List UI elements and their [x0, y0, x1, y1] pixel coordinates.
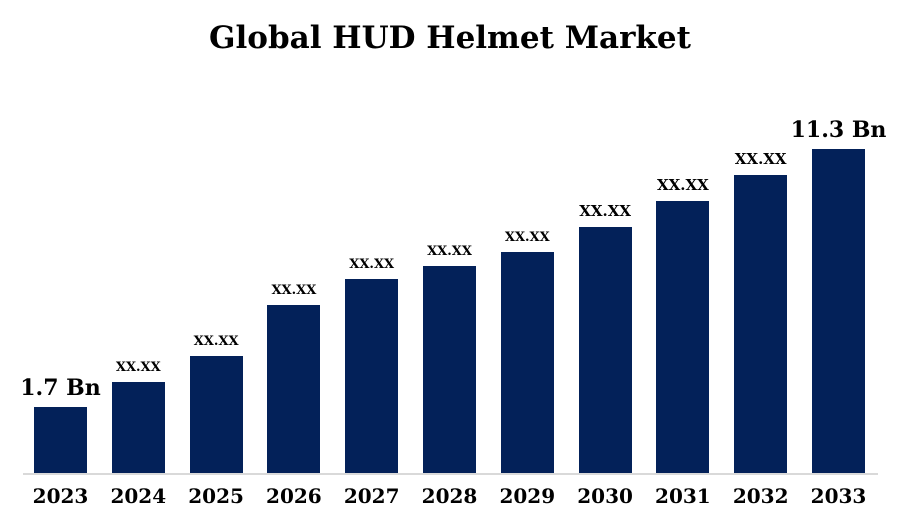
bar-value-label-2032: XX.XX — [734, 150, 787, 168]
x-axis-tick-label-2032: 2032 — [732, 484, 789, 508]
plot-area: 1.7 Bn XX.XX XX.XX XX.XX XX.XX XX.XX XX.XX XX.X… — [20, 119, 886, 473]
bar-2032 — [734, 175, 788, 473]
bar-column-2023: 1.7 Bn — [20, 377, 101, 473]
bar-column-2025: XX.XX — [189, 335, 243, 473]
bar-2027 — [345, 279, 399, 473]
bar-column-2031: XX.XX — [656, 178, 710, 473]
bar-column-2024: XX.XX — [111, 361, 165, 473]
bar-2031 — [656, 201, 710, 473]
bar-2028 — [423, 266, 476, 473]
x-axis-tick-label-2024: 2024 — [110, 484, 167, 508]
x-axis-tick-label-2028: 2028 — [421, 484, 478, 508]
bar-column-2028: XX.XX — [423, 245, 476, 473]
bar-2033 — [812, 149, 865, 473]
bar-value-label-2027: XX.XX — [349, 257, 395, 272]
bar-column-2033: 11.3 Bn — [791, 119, 886, 473]
x-axis-line — [23, 473, 878, 475]
bar-column-2032: XX.XX — [734, 152, 788, 473]
bar-column-2026: XX.XX — [267, 284, 321, 473]
x-axis-tick-label-2031: 2031 — [655, 484, 711, 508]
bar-2026 — [267, 305, 321, 473]
x-axis-tick-label-2030: 2030 — [577, 484, 633, 508]
bar-value-label-2024: XX.XX — [115, 360, 161, 375]
bar-value-label-2023: 1.7 Bn — [20, 375, 101, 401]
bar-column-2030: XX.XX — [578, 204, 632, 473]
chart-title: Global HUD Helmet Market — [209, 20, 691, 56]
bar-value-label-2029: XX.XX — [504, 230, 550, 245]
bar-2023 — [34, 407, 87, 473]
bar-value-label-2026: XX.XX — [271, 283, 317, 298]
bar-value-label-2033: 11.3 Bn — [790, 117, 887, 143]
bar-value-label-2028: XX.XX — [427, 244, 472, 259]
x-axis-tick-label-2025: 2025 — [188, 484, 244, 508]
bar-value-label-2025: XX.XX — [193, 334, 239, 349]
bar-column-2027: XX.XX — [345, 258, 399, 473]
x-axis-tick-label-2023: 2023 — [32, 484, 89, 508]
x-axis-tick-label-2027: 2027 — [343, 484, 400, 508]
bar-2025 — [189, 356, 243, 473]
x-axis-tick-label-2033: 2033 — [810, 484, 867, 508]
bar-value-label-2031: XX.XX — [657, 176, 709, 194]
bar-2030 — [578, 227, 632, 473]
bar-column-2029: XX.XX — [500, 231, 554, 473]
x-axis-tick-label-2026: 2026 — [266, 484, 322, 508]
x-axis-tick-row: 2023 2024 2025 2026 2027 2028 2029 2030 2031 2032… — [0, 484, 900, 514]
x-axis-tick-label-2029: 2029 — [499, 484, 556, 508]
bar-value-label-2030: XX.XX — [579, 202, 631, 220]
bar-2029 — [500, 252, 554, 473]
bar-2024 — [111, 382, 165, 473]
